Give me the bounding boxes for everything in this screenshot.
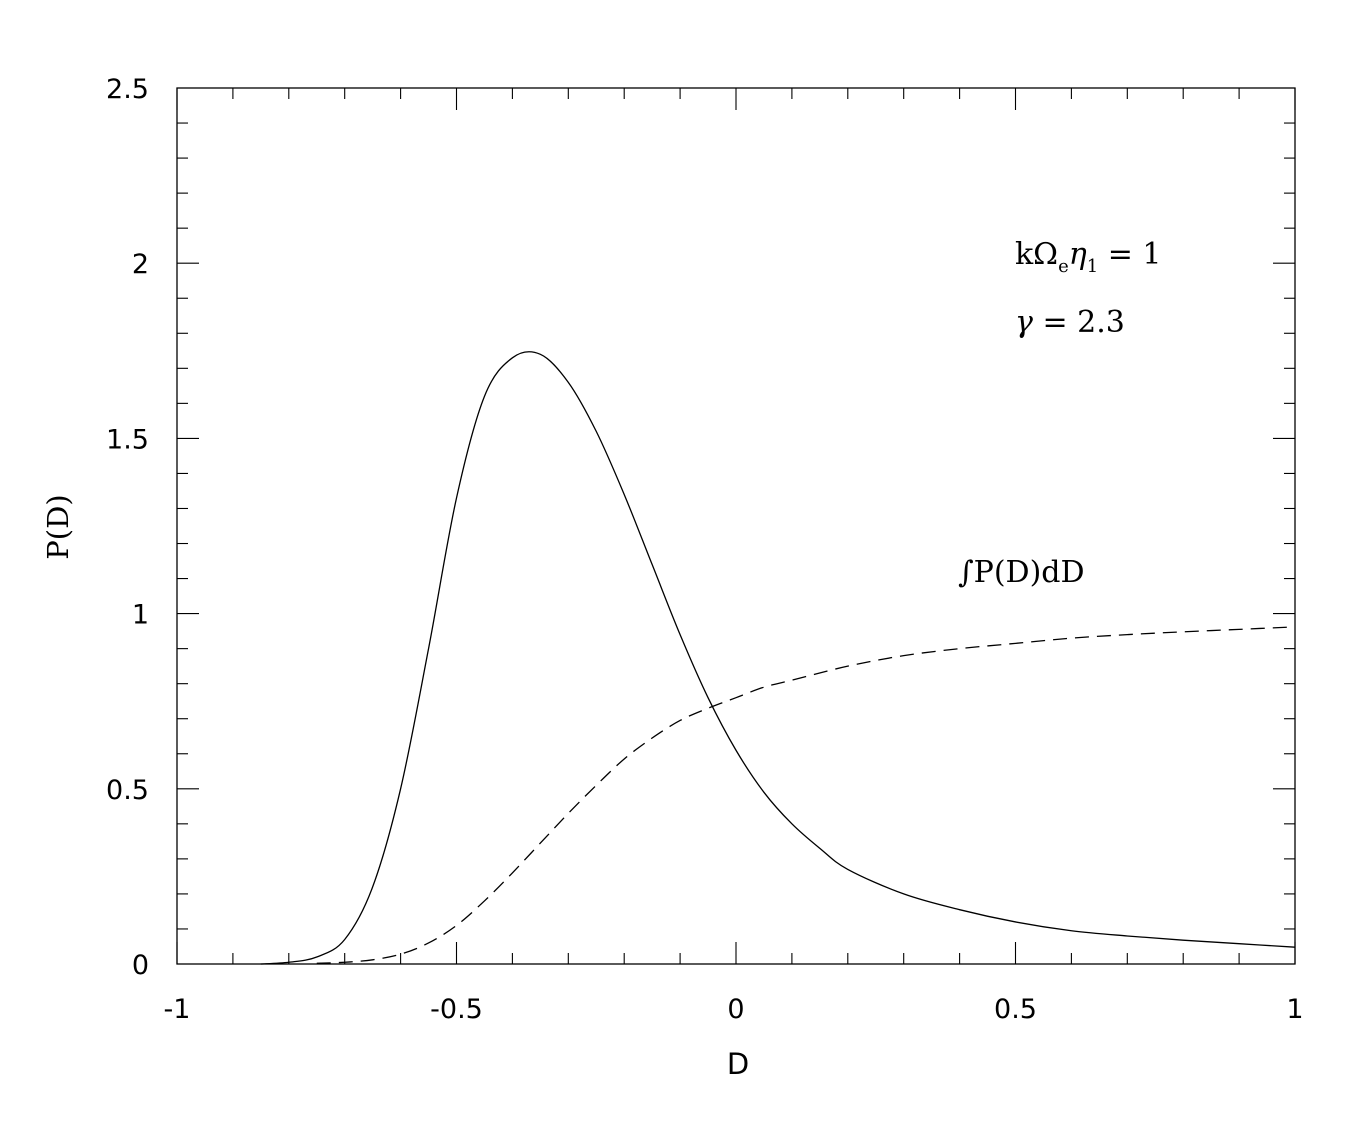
x-tick-label: -1 [164,994,191,1025]
y-axis-label: P(D) [41,494,75,559]
y-tick-labels: 0 0.5 1 1.5 2 2.5 [106,74,149,981]
y-tick-label: 1.5 [106,424,149,455]
x-tick-label: 1 [1286,994,1303,1025]
annot-k-sub1: e [1058,256,1069,277]
tick-marks [176,87,1296,965]
annot-k-eq: = 1 [1098,237,1161,272]
annot-k-main: kΩ [1015,237,1058,272]
series-pdf-curve [260,351,1296,965]
plot-frame [176,87,1296,965]
series-cumulative-curve [316,626,1296,964]
annot-gamma-symbol: γ [1015,305,1033,340]
y-tick-label: 0 [132,950,149,981]
x-tick-label: -0.5 [430,994,483,1025]
y-tick-label: 2 [132,249,149,280]
annot-k-eta: η [1069,237,1087,272]
series-cumulative-label: ∫P(D)dD [958,555,1085,590]
y-tick-label: 0.5 [106,775,149,806]
annot-k-sub2: 1 [1087,256,1098,277]
annotation-k-omega: kΩeη1 = 1 [1015,237,1161,277]
y-tick-label: 1 [132,600,149,631]
x-tick-labels: -1 -0.5 0 0.5 1 [164,994,1304,1025]
annotation-gamma: γ = 2.3 [1015,305,1125,340]
x-tick-label: 0.5 [994,994,1037,1025]
x-axis-label: D [727,1047,749,1081]
x-tick-label: 0 [727,994,744,1025]
y-tick-label: 2.5 [106,74,149,105]
annot-gamma-eq: = 2.3 [1033,305,1125,340]
